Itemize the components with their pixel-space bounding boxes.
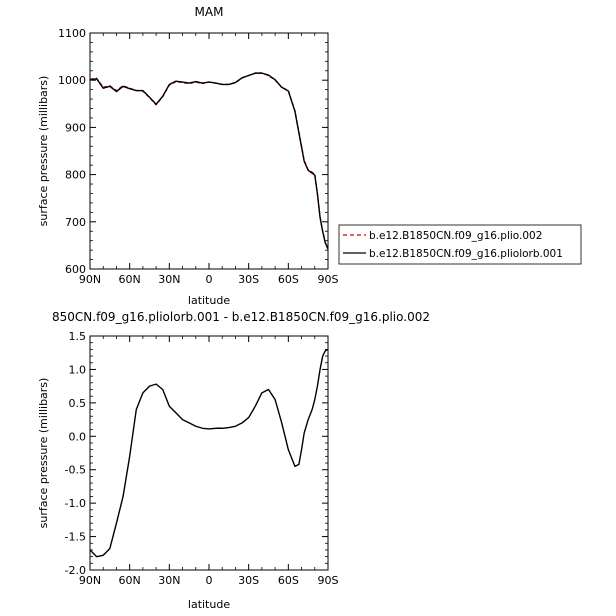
y-tick-label: -0.5 [65,464,86,477]
bottom-x-label: latitude [188,598,230,611]
y-tick-label: 600 [65,263,86,276]
y-tick-label: 800 [65,169,86,182]
legend-box [338,224,582,265]
y-tick-label: 0.5 [69,397,87,410]
x-tick-label: 30N [158,574,180,587]
x-tick-label: 30S [238,574,259,587]
x-tick-label: 0 [206,273,213,286]
top-y-label: surface pressure (millibars) [37,76,50,227]
top-x-ticks: 90N 60N 30N 0 30S 60S 90S [79,33,339,286]
x-tick-label: 0 [206,574,213,587]
x-tick-label: 90S [318,273,339,286]
top-title: MAM [195,5,224,19]
x-tick-label: 60N [119,273,141,286]
top-plot-frame [89,32,329,270]
top-x-label: latitude [188,294,230,307]
bottom-y-label: surface pressure (millibars) [37,378,50,529]
x-tick-label: 30S [238,273,259,286]
bottom-x-ticks: 90N 60N 30N 0 30S 60S 90S [79,336,339,587]
y-tick-label: -1.0 [65,497,86,510]
legend: b.e12.B1850CN.f09_g16.plio.002 b.e12.B18… [338,224,582,265]
x-tick-label: 60S [278,273,299,286]
y-tick-label: 1.0 [69,363,87,376]
panel-bottom: 850CN.f09_g16.pliolorb.001 - b.e12.B1850… [37,310,430,611]
y-tick-label: 1000 [58,74,86,87]
y-tick-label: 700 [65,216,86,229]
y-tick-label: -1.5 [65,531,86,544]
x-tick-label: 60S [278,574,299,587]
y-tick-label: 900 [65,121,86,134]
legend-label-plio: b.e12.B1850CN.f09_g16.plio.002 [369,230,542,242]
top-series [89,72,329,250]
series-line-0 [89,348,329,558]
x-tick-label: 90N [79,273,101,286]
series-line-0 [89,72,329,250]
x-tick-label: 90S [318,574,339,587]
y-tick-label: 1.5 [69,330,87,343]
y-tick-label: -2.0 [65,564,86,577]
y-tick-label: 0.0 [69,430,87,443]
x-tick-label: 90N [79,574,101,587]
y-tick-label: 1100 [58,27,86,40]
bottom-title: 850CN.f09_g16.pliolorb.001 - b.e12.B1850… [52,310,430,324]
series-line-1 [89,72,329,249]
bottom-plot-frame [89,335,329,571]
bottom-y-ticks: -2.0 -1.5 -1.0 -0.5 0.0 0.5 1.0 1.5 [65,330,328,577]
legend-label-pliolorb: b.e12.B1850CN.f09_g16.pliolorb.001 [369,248,563,260]
top-y-ticks: 600 700 800 900 1000 1100 [58,27,328,276]
x-tick-label: 60N [119,574,141,587]
x-tick-label: 30N [158,273,180,286]
bottom-series [89,348,329,558]
